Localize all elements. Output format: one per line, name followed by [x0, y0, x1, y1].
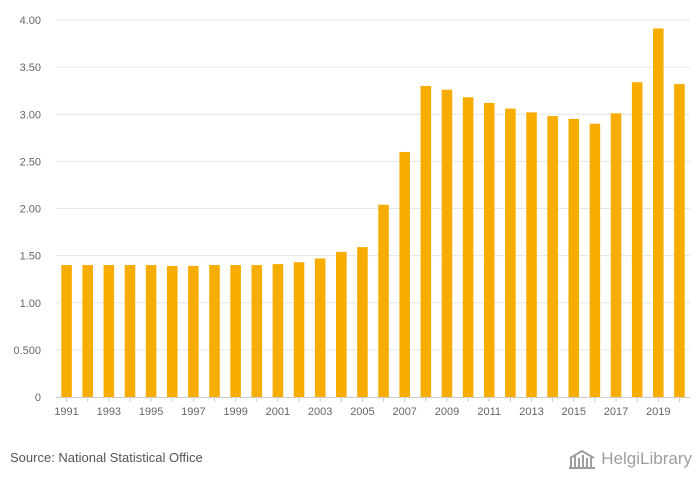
x-tick-label: 2011 — [477, 406, 501, 418]
bar-2017 — [610, 113, 622, 398]
bar-2020 — [674, 84, 685, 397]
x-tick-label: 2013 — [519, 406, 543, 418]
y-tick-label: 2.00 — [20, 204, 41, 216]
bar-2008 — [420, 85, 432, 397]
x-tick-label: 1999 — [223, 406, 247, 418]
y-tick-label: 2.50 — [20, 156, 41, 168]
bar-1996 — [166, 265, 178, 397]
bar-2019 — [653, 28, 664, 397]
y-tick-label: 0 — [35, 392, 41, 404]
bar-2018 — [631, 82, 643, 397]
helgi-library-logo[interactable]: HelgiLibrary — [567, 446, 692, 472]
bar-2015 — [568, 118, 580, 398]
y-tick-label: 3.00 — [20, 109, 41, 121]
x-tick-label: 2017 — [604, 406, 628, 418]
x-tick-label: 2005 — [350, 406, 374, 418]
bar-2002 — [293, 262, 305, 397]
bar-2012 — [505, 108, 516, 397]
bar-1993 — [103, 265, 115, 397]
bar-2013 — [526, 112, 537, 398]
y-tick-label: 1.50 — [20, 251, 41, 263]
bar-2007 — [399, 151, 410, 397]
y-tick-label: 1.00 — [20, 298, 41, 310]
bar-chart: 0 0.500 1.00 1.50 2.00 2.50 3.00 3.50 4.00 1991 19… — [13, 15, 690, 418]
bar-2016 — [589, 123, 601, 398]
x-tick-label: 2015 — [562, 406, 586, 418]
source-note: Source: National Statistical Office — [10, 450, 203, 465]
bar-2003 — [314, 258, 326, 397]
bar-1995 — [145, 265, 157, 397]
bar-1994 — [124, 265, 136, 397]
bar-2000 — [251, 265, 263, 397]
bar-2004 — [336, 251, 347, 397]
bar-2014 — [547, 116, 558, 397]
bar-2011 — [483, 102, 495, 397]
bar-1999 — [230, 265, 241, 397]
bar-1991 — [61, 265, 72, 397]
y-tick-label: 4.00 — [20, 15, 41, 27]
x-tick-label: 1997 — [181, 406, 205, 418]
x-tick-label: 2001 — [266, 406, 290, 418]
y-tick-label: 3.50 — [20, 62, 41, 74]
bar-1992 — [82, 265, 93, 397]
x-tick-label: 2007 — [392, 406, 416, 418]
logo-text: HelgiLibrary — [601, 449, 692, 468]
bar-2005 — [357, 247, 368, 397]
library-building-icon — [569, 449, 596, 469]
bar-1998 — [209, 265, 220, 397]
x-tick-label: 2003 — [308, 406, 332, 418]
bar-2009 — [441, 89, 453, 398]
bar-2006 — [378, 204, 389, 397]
x-tick-label: 1993 — [97, 406, 121, 418]
x-tick-label: 2009 — [435, 406, 459, 418]
x-tick-label: 2019 — [646, 406, 670, 418]
bar-2001 — [272, 264, 284, 397]
x-tick-label: 1995 — [139, 406, 163, 418]
x-tick-label: 1991 — [54, 406, 78, 418]
bar-2010 — [462, 97, 474, 397]
bar-1997 — [188, 265, 199, 397]
y-tick-label: 0.500 — [13, 345, 41, 357]
